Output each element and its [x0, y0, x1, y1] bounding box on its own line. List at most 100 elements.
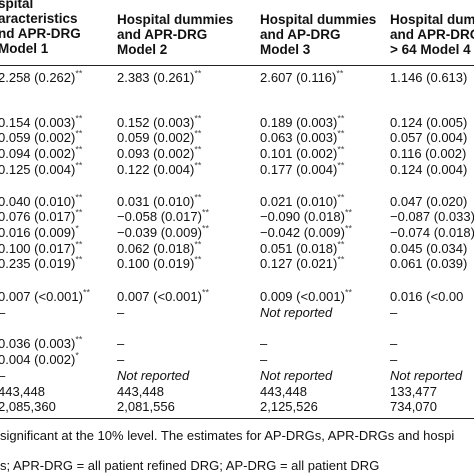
significance-marker: **	[75, 128, 83, 139]
significance-marker: **	[201, 223, 209, 234]
cell-value: 0.040 (0.010)	[0, 194, 76, 209]
cell-value: 0.124 (0.005)	[390, 115, 468, 130]
bottom-rule	[0, 418, 474, 419]
cell-r6-c3: 0.021 (0.010)**	[260, 192, 345, 209]
cell-value: –	[117, 336, 125, 351]
cell-value: 0.189 (0.003)	[260, 115, 338, 130]
table-note-2: s; APR-DRG = all patient refined DRG; AP…	[0, 458, 380, 473]
cell-value: 0.127 (0.021)	[260, 256, 338, 271]
significance-marker: **	[75, 207, 83, 218]
cell-r10-c2: 0.100 (0.019)**	[117, 254, 202, 271]
cell-value: 0.016 (0.009)	[0, 225, 76, 240]
significance-marker: **	[82, 287, 90, 298]
significance-marker: **	[194, 68, 202, 79]
cell-value: –	[0, 368, 5, 383]
cell-value: 0.100 (0.019)	[117, 256, 195, 271]
cell-value: 0.009 (<0.001)	[260, 289, 345, 304]
significance-marker: *	[75, 350, 79, 361]
significance-marker: **	[194, 192, 202, 203]
cell-value: 0.125 (0.004)	[0, 162, 76, 177]
table-note-1: significant at the 10% level. The estima…	[0, 428, 455, 443]
cell-value: –	[390, 305, 398, 320]
significance-marker: **	[194, 128, 202, 139]
cell-r17-c1: 2,085,360	[0, 399, 56, 414]
cell-r15-c3: Not reported	[260, 368, 332, 383]
cell-r5-c4: 0.124 (0.004)	[390, 162, 467, 177]
cell-r4-c1: 0.094 (0.002)**	[0, 145, 82, 161]
header-rule	[0, 65, 474, 66]
cell-r13-c1: 0.036 (0.003)**	[0, 334, 83, 351]
significance-marker: **	[75, 68, 83, 79]
significance-marker: **	[75, 239, 83, 250]
cell-value: 0.124 (0.004)	[390, 162, 468, 177]
cell-r7-c3: −0.090 (0.018)**	[260, 208, 352, 224]
cell-r16-c1: 443,448	[0, 384, 45, 399]
column-header-3-line-1: Hospital dummies	[260, 12, 377, 27]
cell-value: 133,477	[390, 384, 437, 399]
significance-marker: **	[194, 254, 202, 265]
significance-marker: **	[336, 68, 344, 79]
significance-marker: **	[75, 254, 83, 265]
cell-r9-c1: 0.100 (0.017)**	[0, 239, 83, 256]
cell-r15-c4: Not reported	[390, 368, 462, 383]
significance-marker: **	[75, 334, 83, 345]
cell-value: 1.146 (0.613)	[390, 70, 468, 85]
cell-value: −0.058 (0.017)	[117, 209, 202, 224]
cell-value: 2,125,526	[260, 399, 318, 414]
cell-value: –	[260, 352, 268, 367]
cell-r16-c2: 443,448	[117, 384, 164, 399]
significance-marker: **	[337, 192, 345, 203]
cell-r6-c2: 0.031 (0.010)**	[117, 192, 202, 209]
cell-value: −0.039 (0.009)	[117, 225, 202, 240]
cell-value: –	[260, 336, 268, 351]
significance-marker: **	[337, 254, 345, 265]
cell-r17-c4: 734,070	[390, 399, 437, 414]
cell-value: 2,081,556	[117, 399, 175, 414]
cell-r10-c1: 0.235 (0.019)**	[0, 254, 83, 271]
cell-value: −0.087 (0.033)	[390, 209, 474, 224]
cell-r12-c1: –	[0, 305, 5, 320]
cell-r4-c3: 0.101 (0.002)**	[260, 145, 344, 161]
cell-r17-c3: 2,125,526	[260, 399, 318, 414]
significance-marker: **	[194, 144, 202, 155]
significance-marker: **	[75, 160, 83, 171]
cell-value: 2.258 (0.262)	[0, 70, 76, 85]
cell-value: 734,070	[390, 399, 437, 414]
cell-r7-c2: −0.058 (0.017)**	[117, 208, 209, 224]
cell-value: 2,085,360	[0, 399, 56, 414]
cell-value: 0.116 (0.002)	[390, 146, 467, 161]
cell-value: –	[390, 352, 398, 367]
cell-value: 0.021 (0.010)	[260, 194, 338, 209]
significance-marker: *	[75, 223, 79, 234]
cell-value: 443,448	[117, 384, 164, 399]
cell-value: Not reported	[117, 368, 190, 383]
cell-r8-c1: 0.016 (0.009)*	[0, 223, 79, 240]
cell-value: 0.016 (<0.00	[390, 289, 464, 304]
cell-r4-c2: 0.093 (0.002)**	[117, 144, 202, 161]
cell-r12-c3: Not reported	[260, 305, 332, 320]
cell-r16-c4: 133,477	[390, 384, 437, 399]
cell-r6-c1: 0.040 (0.010)**	[0, 192, 83, 209]
cell-r13-c4: –	[390, 336, 397, 351]
cell-r9-c4: 0.045 (0.034)	[390, 241, 467, 256]
cell-value: 0.047 (0.020)	[390, 194, 468, 209]
column-header-2-line-1: Hospital dummies	[117, 12, 234, 27]
cell-r3-c4: 0.057 (0.004)	[390, 130, 467, 145]
cell-value: 0.007 (<0.001)	[0, 289, 83, 304]
cell-r10-c4: 0.061 (0.039)	[390, 256, 467, 271]
cell-r2-c1: 0.154 (0.003)**	[0, 114, 82, 130]
cell-value: Not reported	[390, 368, 463, 383]
cell-r2-c2: 0.152 (0.003)**	[117, 114, 201, 130]
column-header-4-line-3: > 64 Model 4	[390, 42, 471, 57]
column-header-1-line-4: Model 1	[0, 41, 49, 56]
cell-r6-c4: 0.047 (0.020)	[390, 194, 467, 209]
significance-marker: **	[75, 192, 83, 203]
cell-value: Not reported	[260, 305, 333, 320]
significance-marker: **	[344, 223, 352, 234]
cell-value: 0.235 (0.019)	[0, 256, 76, 271]
cell-r1-c2: 2.383 (0.261)**	[117, 68, 202, 85]
significance-marker: **	[337, 160, 345, 171]
cell-value: 0.076 (0.017)	[0, 209, 76, 224]
cell-r14-c4: –	[390, 352, 397, 367]
cell-r10-c3: 0.127 (0.021)**	[260, 254, 345, 271]
